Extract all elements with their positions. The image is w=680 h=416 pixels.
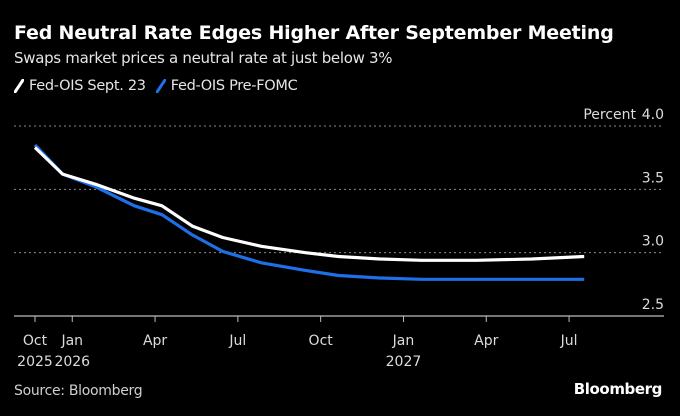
source-note: Source: Bloomberg bbox=[14, 383, 143, 399]
x-tick-label: Jan bbox=[60, 333, 83, 349]
legend-item-sept23: Fed-OIS Sept. 23 bbox=[14, 78, 146, 94]
x-tick-label: Jul bbox=[228, 333, 246, 349]
gridlines bbox=[14, 125, 664, 254]
y-tick-label: 4.0 bbox=[642, 107, 664, 123]
legend-label-prefomc: Fed-OIS Pre-FOMC bbox=[170, 78, 298, 94]
x-axis-labels: Oct 2025 Jan 2026 Apr Jul Oct Jan 2027 Apr Jul bbox=[17, 333, 577, 370]
legend-label-sept23: Fed-OIS Sept. 23 bbox=[29, 78, 146, 94]
legend-swatch-prefomc-icon bbox=[155, 79, 166, 93]
y-axis-labels: 2.5 3.0 3.5 4.0 Percent bbox=[583, 107, 664, 313]
x-tick-label: Jul bbox=[560, 333, 578, 349]
x-tick-year-label: 2027 bbox=[386, 354, 422, 370]
x-tick-label: Oct bbox=[23, 333, 48, 349]
legend-item-prefomc: Fed-OIS Pre-FOMC bbox=[155, 78, 298, 94]
chart-subtitle: Swaps market prices a neutral rate at ju… bbox=[14, 49, 393, 67]
x-tick-year-label: 2026 bbox=[54, 354, 90, 370]
series-lines bbox=[33, 143, 585, 281]
y-tick-label: 2.5 bbox=[642, 297, 664, 313]
x-tick-label: Jan bbox=[392, 333, 415, 349]
legend-swatch-sept23-icon bbox=[14, 79, 24, 93]
x-axis bbox=[14, 315, 664, 322]
y-tick-label: 3.0 bbox=[642, 234, 664, 250]
bloomberg-logo: Bloomberg bbox=[573, 380, 663, 398]
x-tick-label: Apr bbox=[143, 333, 167, 349]
y-unit-label: Percent bbox=[583, 107, 636, 123]
y-tick-label: 3.5 bbox=[642, 170, 664, 186]
x-tick-label: Oct bbox=[309, 333, 334, 349]
legend: Fed-OIS Sept. 23 Fed-OIS Pre-FOMC bbox=[14, 78, 307, 94]
series-line-sept23 bbox=[33, 146, 585, 262]
series-line-prefomc bbox=[33, 143, 585, 281]
chart-title: Fed Neutral Rate Edges Higher After Sept… bbox=[14, 22, 614, 44]
x-tick-year-label: 2025 bbox=[17, 354, 53, 370]
x-tick-label: Apr bbox=[474, 333, 498, 349]
